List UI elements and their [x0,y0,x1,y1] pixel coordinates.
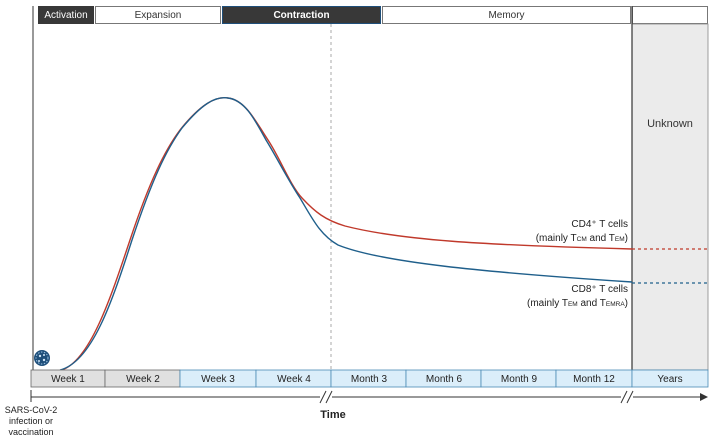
time-axis-label: Time [320,409,345,421]
start-label-line-1: SARS-CoV-2 [5,405,58,415]
phase-expansion: Expansion [95,6,221,24]
cd8-curve [59,97,633,371]
phase-contraction: Contraction [222,6,381,24]
timeline-boxes [30,369,709,388]
timeline-label: Week 2 [126,374,160,385]
cd8-subtitle: (mainly TEM and TEMRA) [527,298,628,309]
cd8-title: CD8⁺ T cells [571,284,628,295]
timeline-label: Month 6 [426,374,463,385]
virus-icon [34,350,50,366]
axis-break-1 [319,390,333,404]
phase-memory: Memory [382,6,631,24]
start-label-line-2: infection or [9,416,53,426]
unknown-region [631,23,709,371]
timeline-label: Month 12 [573,374,615,385]
timeline-label: Week 4 [277,374,311,385]
time-axis-arrowhead [700,393,708,401]
axis-break-2 [620,390,634,404]
timeline-label: Month 3 [351,374,388,385]
timeline-label: Years [657,374,682,385]
timeline-label: Month 9 [501,374,538,385]
timeline-label: Week 3 [201,374,235,385]
unknown-label: Unknown [647,118,693,130]
cd4-title: CD4⁺ T cells [571,219,628,230]
start-label-line-3: vaccination [8,427,53,437]
cd4-subtitle: (mainly TCM and TEM) [536,233,628,244]
phase-activation: Activation [38,6,94,24]
timeline-label: Week 1 [51,374,85,385]
